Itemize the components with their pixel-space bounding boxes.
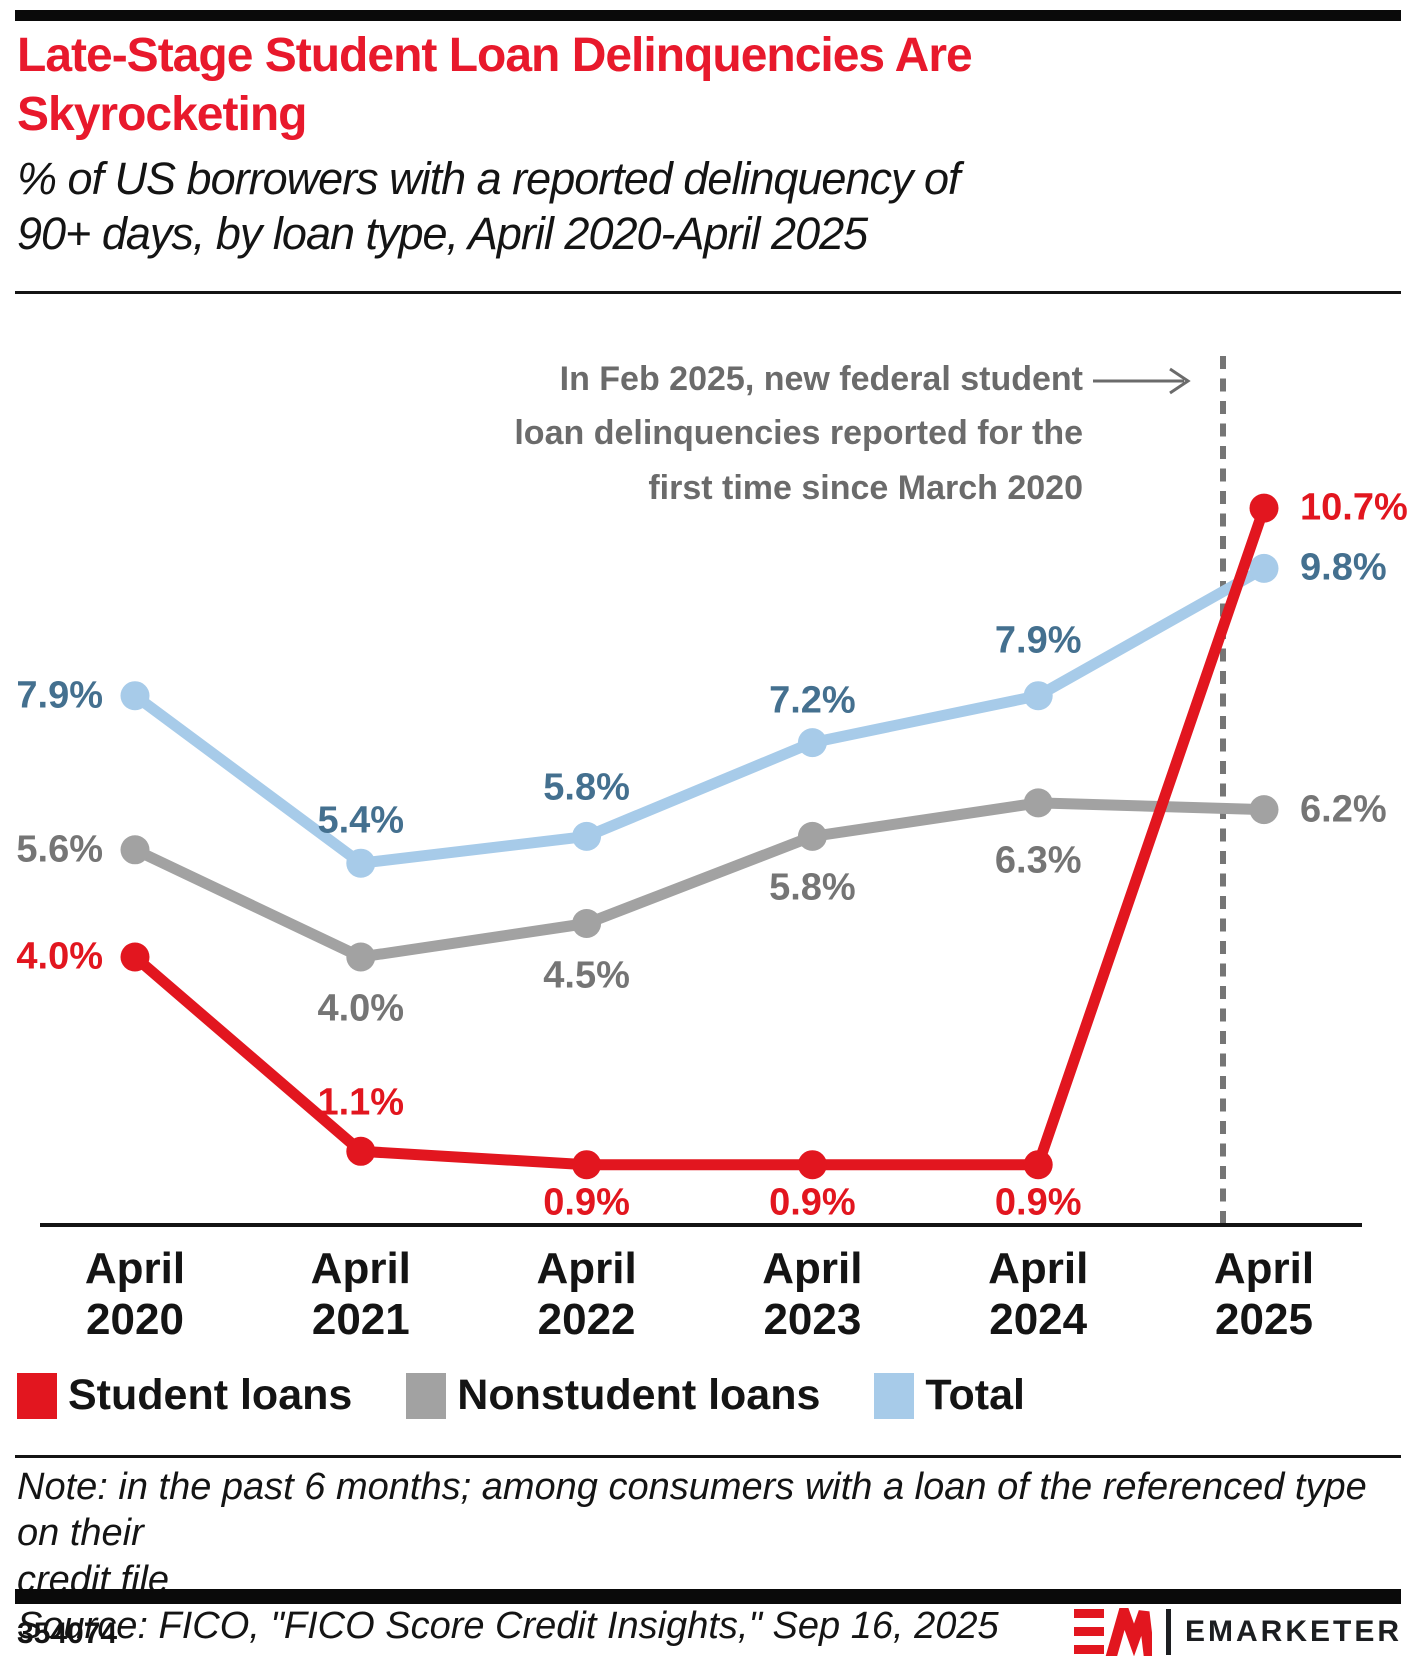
data-point-label: 0.9% — [543, 1181, 630, 1224]
data-point-label: 0.9% — [994, 1181, 1082, 1224]
legend-item-student-loans: Student loans — [17, 1371, 352, 1420]
note-line1: Note: in the past 6 months; among consum… — [17, 1466, 1367, 1555]
data-point-marker — [572, 1150, 602, 1180]
chart-subtitle-line2: 90+ days, by loan type, April 2020-April… — [17, 207, 868, 259]
bottom-accent-bar — [15, 1589, 1401, 1604]
data-point-marker — [797, 821, 827, 851]
data-point-label: 4.0% — [317, 987, 405, 1030]
footer-divider — [15, 1455, 1401, 1458]
data-point-label: 9.8% — [1300, 546, 1387, 589]
legend: Student loans Nonstudent loans Total — [17, 1371, 1025, 1420]
data-point-marker — [1249, 493, 1279, 523]
legend-label: Student loans — [68, 1371, 353, 1419]
annotation-line1: In Feb 2025, new federal student — [559, 360, 1083, 398]
header-divider — [15, 291, 1401, 294]
data-point-marker — [1023, 1150, 1053, 1180]
data-point-label: 7.9% — [16, 674, 103, 717]
data-point-marker — [572, 909, 602, 938]
x-axis-tick-label: April 2025 — [1213, 1244, 1315, 1345]
nonstudent-loans-swatch-icon — [406, 1372, 447, 1419]
exhibit-id: 354074 — [17, 1617, 118, 1650]
data-point-label: 5.4% — [317, 799, 405, 842]
data-point-marker — [572, 821, 602, 851]
annotation-line3: first time since March 2020 — [648, 468, 1083, 507]
data-point-marker — [1023, 788, 1053, 818]
chart-title-line1: Late-Stage Student Loan Delinquencies Ar… — [17, 29, 973, 82]
x-axis-tick-label: April 2023 — [762, 1244, 863, 1345]
data-point-label: 4.0% — [16, 935, 103, 978]
data-point-label: 10.7% — [1300, 486, 1408, 529]
chart-title: Late-Stage Student Loan Delinquencies Ar… — [17, 26, 1257, 144]
data-point-label: 5.8% — [769, 866, 856, 909]
data-point-label: 1.1% — [317, 1081, 405, 1124]
annotation-line2: loan delinquencies reported for the — [514, 414, 1083, 453]
total-swatch-icon — [874, 1372, 915, 1419]
annotation-arrowhead-icon — [1169, 367, 1191, 395]
data-point-marker — [346, 848, 376, 878]
source-text: Source: FICO, "FICO Score Credit Insight… — [17, 1605, 999, 1648]
chart-title-line2: Skyrocketing — [17, 88, 307, 142]
data-point-label: 4.5% — [543, 954, 630, 996]
data-point-marker — [120, 681, 150, 711]
data-point-marker — [1023, 681, 1053, 711]
x-axis-tick-label: April 2024 — [988, 1244, 1089, 1345]
chart-subtitle-line1: % of US borrowers with a reported delinq… — [17, 153, 961, 204]
annotation-text: In Feb 2025, new federal student loan de… — [385, 352, 1083, 515]
data-point-marker — [797, 728, 827, 758]
top-accent-bar — [15, 10, 1401, 21]
student-loans-swatch-icon — [17, 1372, 57, 1419]
brand-logo: EMARKETER — [1073, 1608, 1402, 1656]
x-axis-tick-label: April 2021 — [310, 1244, 411, 1345]
data-point-marker — [120, 835, 150, 865]
data-point-label: 7.2% — [769, 679, 856, 722]
chart-subtitle: % of US borrowers with a reported delinq… — [17, 152, 1317, 262]
data-point-marker — [346, 1136, 376, 1166]
series-line-nonstudent-loans — [129, 797, 1270, 963]
em-logo-icon — [1073, 1608, 1152, 1656]
data-point-marker — [797, 1150, 827, 1180]
data-point-marker — [1249, 553, 1279, 583]
series-line-total — [129, 562, 1270, 869]
data-point-label: 6.3% — [994, 839, 1082, 882]
data-point-label: 5.8% — [543, 766, 630, 809]
legend-label: Nonstudent loans — [457, 1371, 821, 1419]
data-point-marker — [346, 942, 376, 972]
logo-divider — [1165, 1609, 1171, 1655]
data-point-label: 0.9% — [769, 1181, 856, 1224]
series-line-student-loans — [129, 502, 1270, 1171]
data-point-marker — [120, 942, 150, 972]
legend-item-total: Total — [874, 1371, 1025, 1420]
data-point-marker — [1249, 795, 1279, 825]
legend-item-nonstudent-loans: Nonstudent loans — [406, 1371, 820, 1420]
data-point-label: 5.6% — [16, 828, 103, 871]
x-axis-tick-label: April 2020 — [84, 1244, 186, 1345]
legend-label: Total — [925, 1371, 1025, 1419]
brand-name: EMARKETER — [1184, 1615, 1402, 1648]
x-axis-tick-label: April 2022 — [536, 1244, 637, 1345]
data-point-label: 6.2% — [1300, 788, 1387, 831]
data-point-label: 7.9% — [994, 619, 1082, 662]
